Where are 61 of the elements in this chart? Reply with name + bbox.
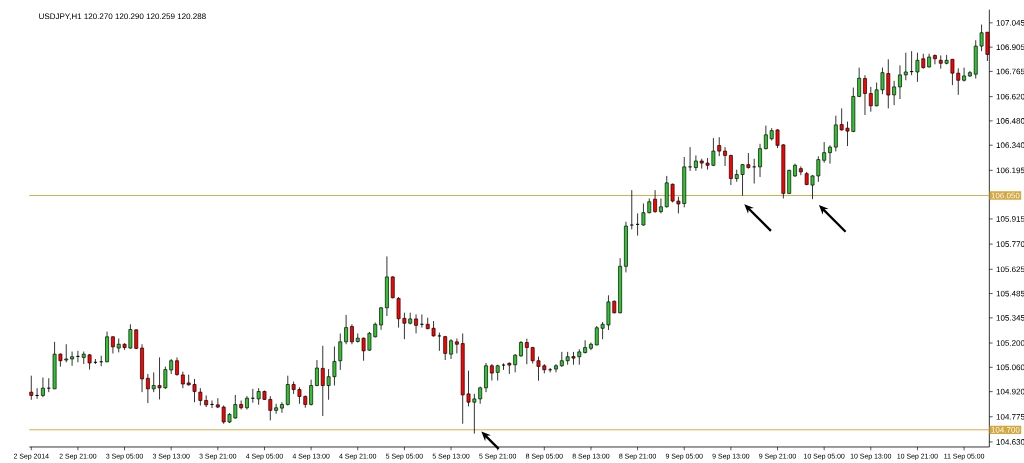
y-tick-label: 106.480: [996, 118, 1024, 124]
y-tick-label: 104.775: [996, 413, 1024, 420]
candlestick: [350, 323, 354, 345]
candlestick: [629, 189, 634, 230]
y-tick-label: 105.345: [996, 315, 1024, 321]
y-tick-label: 105.625: [996, 266, 1024, 273]
candlestick: [828, 144, 832, 164]
candlestick: [250, 388, 255, 404]
candlestick: [962, 67, 966, 82]
candlestick: [443, 335, 448, 361]
candlestick: [29, 375, 34, 401]
y-tick-label: 105.060: [996, 364, 1024, 371]
candlestick: [933, 54, 937, 65]
candlestick: [175, 357, 179, 377]
candlestick: [46, 377, 51, 393]
ref-line-label: 104.700: [991, 426, 1020, 433]
candlestick: [449, 338, 453, 360]
candlestick: [34, 387, 40, 400]
candlestick: [903, 52, 908, 81]
candlestick: [70, 351, 74, 367]
chart-title: USDJPY,H1 120.270 120.290 120.259 120.288: [39, 13, 206, 21]
candlestick: [659, 198, 663, 214]
candlestick: [414, 314, 418, 334]
y-tick-label: 105.770: [996, 241, 1024, 247]
y-tick-label: 105.485: [996, 290, 1024, 297]
y-tick-label: 106.765: [996, 68, 1024, 75]
candlestick: [909, 50, 914, 76]
y-tick-label: 106.195: [996, 167, 1024, 174]
candlestick: [75, 350, 81, 363]
y-tick-label: 106.620: [996, 93, 1024, 100]
y-tick-label: 106.905: [996, 44, 1024, 50]
candlestick: [338, 333, 343, 371]
y-tick-label: 105.915: [996, 216, 1024, 222]
ref-line-label: 106.050: [991, 192, 1020, 199]
candlestick: [863, 74, 867, 116]
y-tick-label: 105.200: [996, 340, 1024, 346]
candlestick: [687, 146, 693, 172]
candlestick: [501, 362, 506, 371]
candlestick: [379, 306, 383, 331]
candlestick: [419, 314, 424, 328]
candlestick: [41, 377, 45, 398]
candlestick: [344, 314, 349, 345]
y-tick-label: 107.045: [996, 20, 1024, 26]
candlestick: [437, 332, 442, 352]
candlestick: [548, 367, 553, 373]
candlestick: [99, 355, 104, 367]
candlestick: [653, 189, 657, 214]
candlestick: [209, 400, 215, 409]
candlestick: [758, 143, 762, 178]
candlestick: [693, 155, 698, 172]
candlestick: [752, 158, 757, 184]
candlestick: [898, 64, 902, 100]
candlestick: [93, 358, 98, 365]
y-tick-label: 104.630: [996, 439, 1024, 445]
candlestick: [280, 401, 284, 414]
candlestick: [723, 146, 727, 167]
y-tick-label: 104.920: [996, 388, 1024, 395]
y-tick-label: 106.340: [996, 142, 1024, 149]
candlestick: [484, 362, 488, 393]
candlestick: [635, 213, 640, 237]
candlestick: [315, 359, 319, 387]
